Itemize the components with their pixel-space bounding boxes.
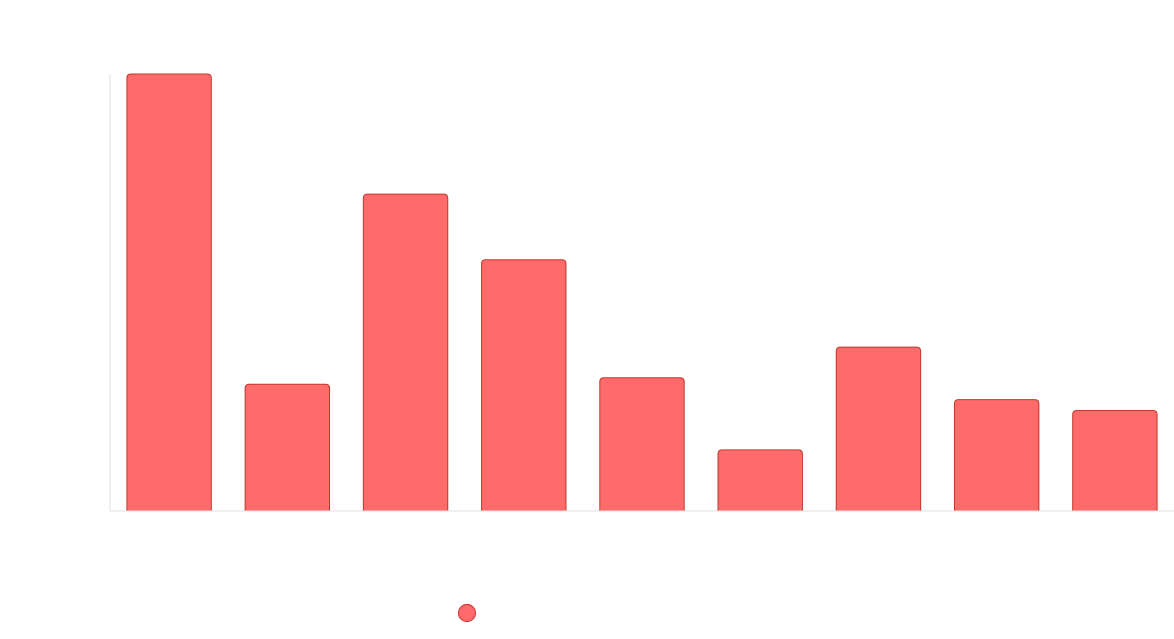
bar-4[interactable] — [481, 259, 567, 512]
bar-6[interactable] — [717, 449, 803, 512]
bar-8[interactable] — [953, 399, 1040, 512]
legend-marker-icon[interactable] — [457, 603, 477, 623]
bar-1[interactable] — [126, 73, 212, 512]
bar-7[interactable] — [835, 346, 922, 512]
bars-group — [126, 73, 1158, 512]
bar-2[interactable] — [244, 383, 331, 512]
bar-5[interactable] — [599, 377, 685, 512]
legend[interactable] — [457, 603, 477, 623]
bar-3[interactable] — [362, 193, 449, 512]
bar-9[interactable] — [1072, 409, 1158, 512]
